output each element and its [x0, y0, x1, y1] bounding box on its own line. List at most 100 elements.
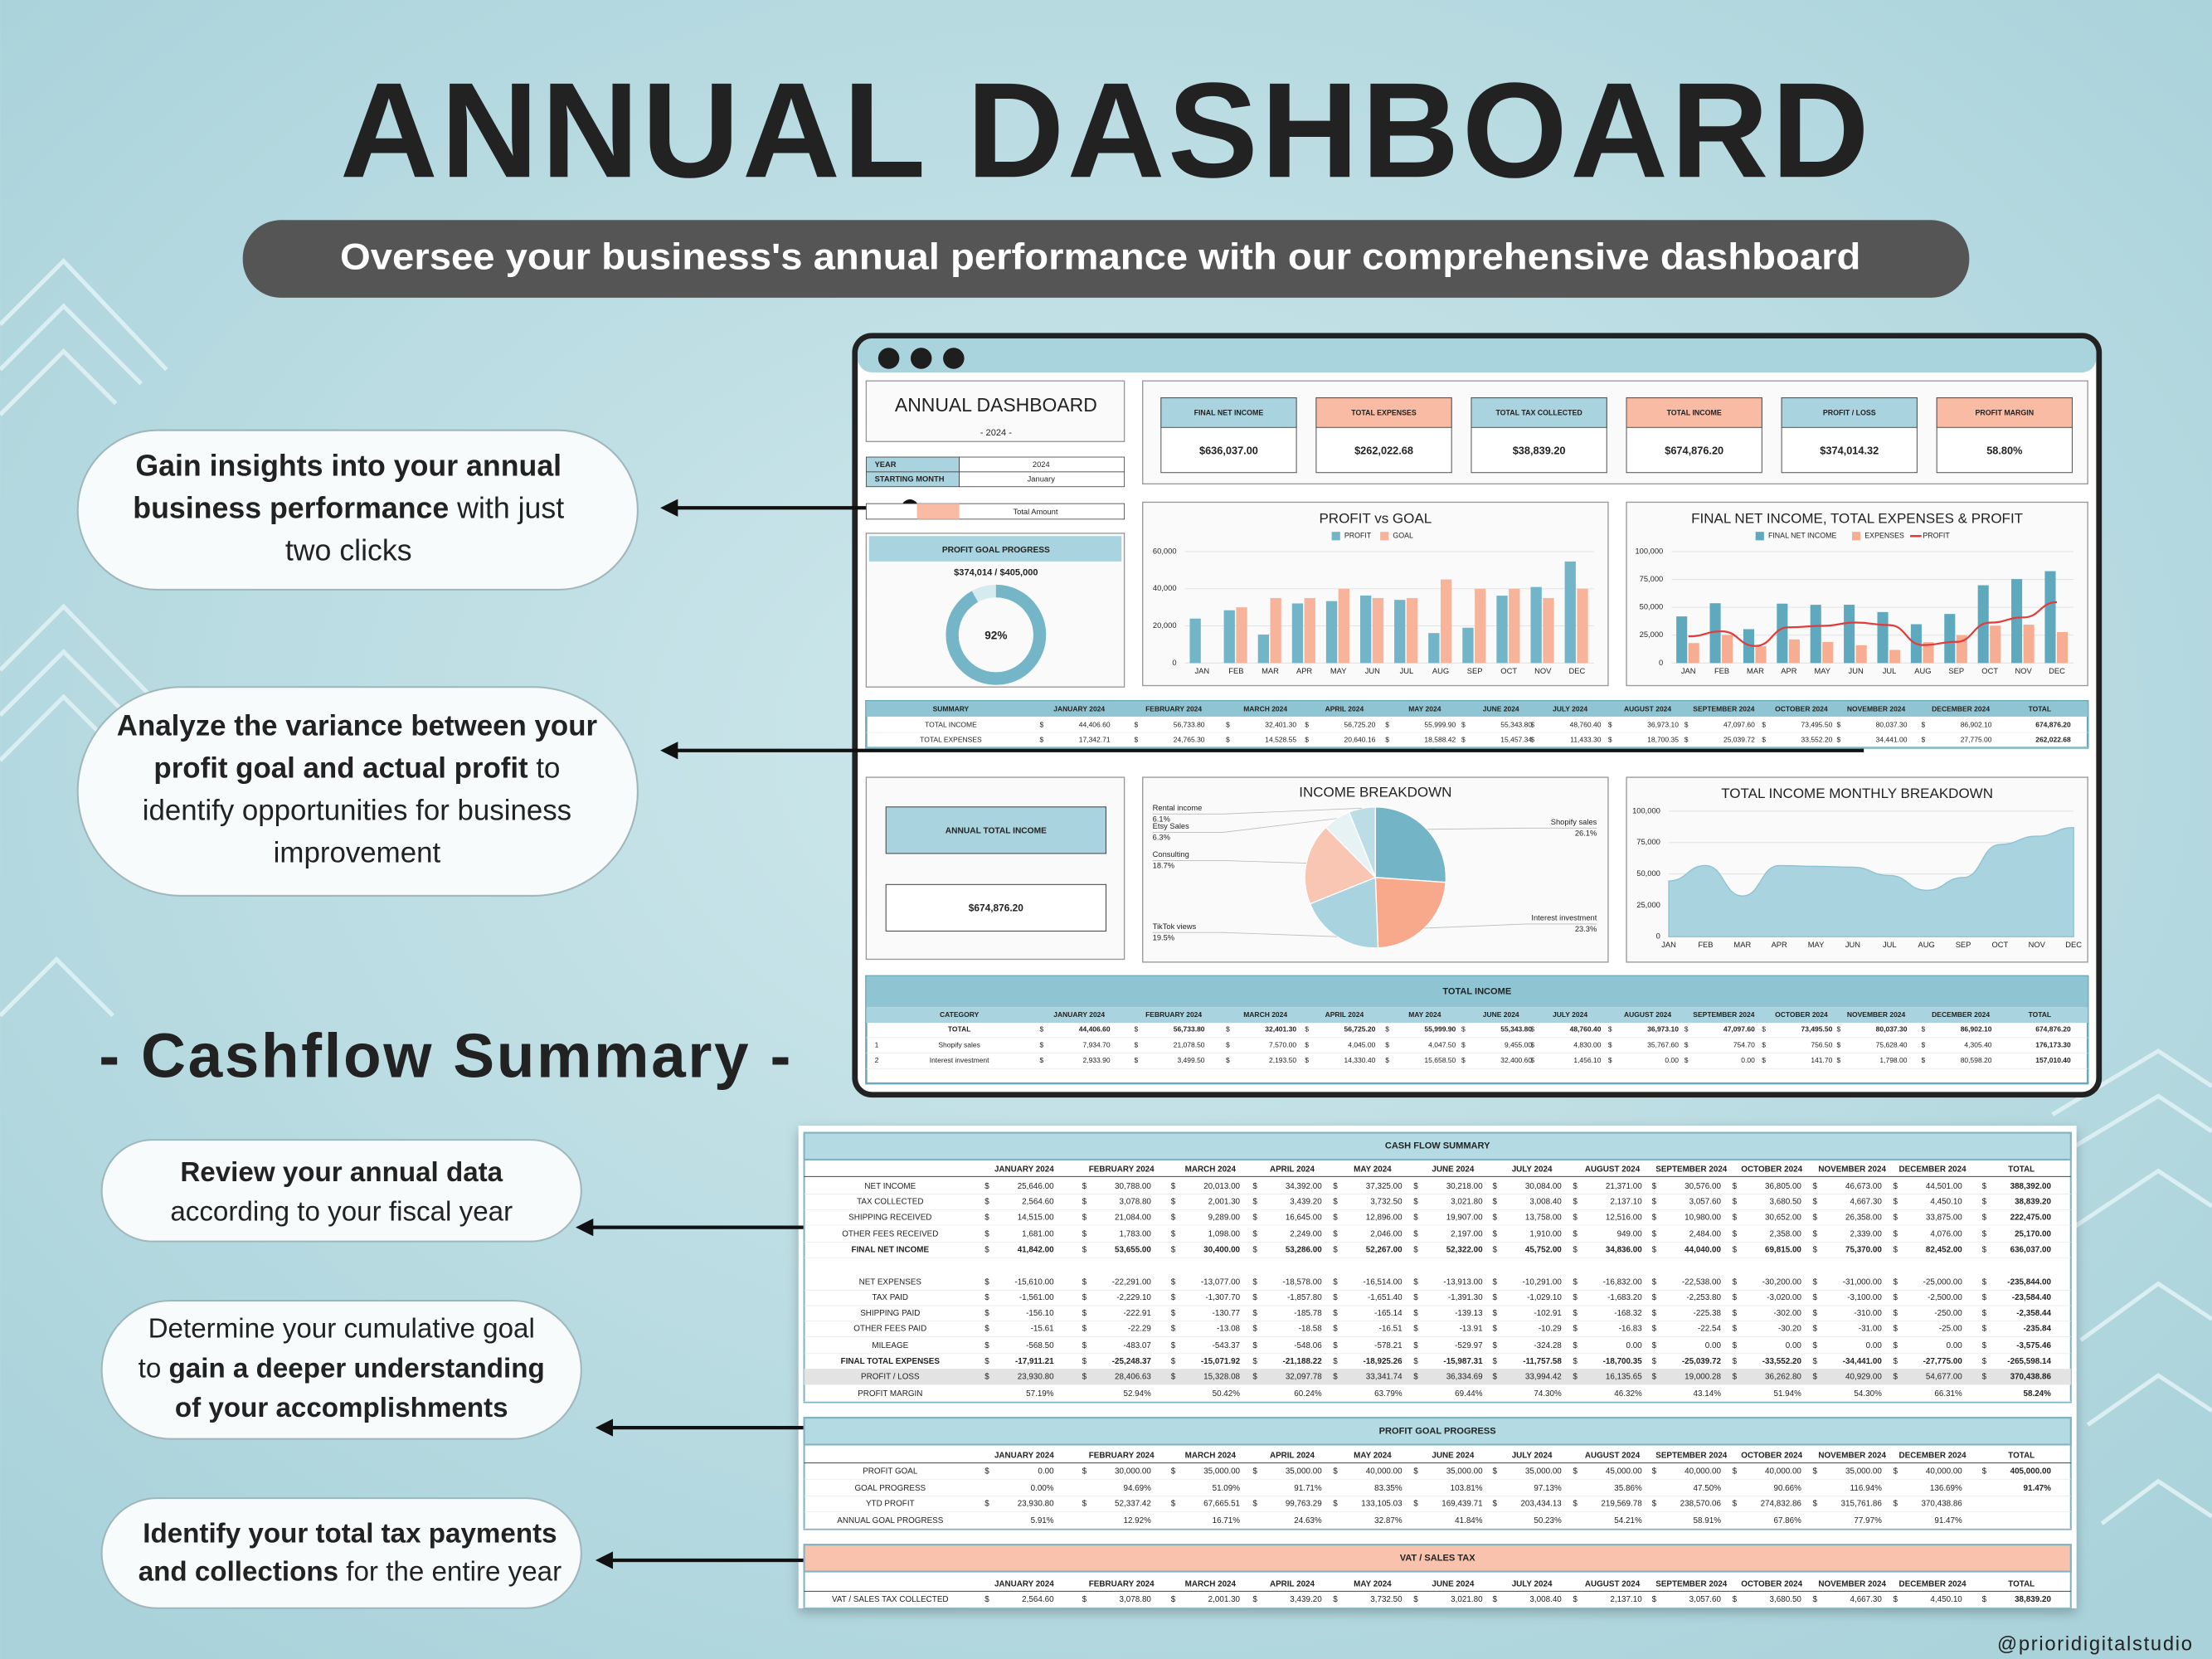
callout-segment: for the entire year [338, 1556, 562, 1587]
table-cell: 103.81% [1451, 1484, 1483, 1493]
currency-sign: $ [1082, 1357, 1087, 1366]
table-cell: 66.31% [1934, 1389, 1962, 1399]
table-cell: 32,400.60 [1500, 1056, 1532, 1064]
currency-sign: $ [1733, 1341, 1738, 1350]
table-cell: 116.94% [1850, 1484, 1882, 1493]
table-cell: 3,008.40 [1529, 1198, 1562, 1207]
currency-sign: $ [1385, 1056, 1389, 1064]
callout-box [100, 1497, 582, 1609]
table-cell: 57.19% [1026, 1389, 1054, 1399]
row-index: 1 [875, 1040, 879, 1048]
table-cell: 75,370.00 [1845, 1245, 1882, 1254]
table-header: DECEMBER 2024 [1932, 705, 1990, 713]
currency-sign: $ [1893, 1230, 1898, 1239]
window-dot [878, 348, 900, 369]
x-tick-label: JUL [1883, 667, 1897, 675]
bar [1270, 597, 1281, 664]
panel-header [868, 536, 1122, 562]
currency-sign: $ [1461, 720, 1466, 728]
table-cell: 7,934.70 [1083, 1040, 1111, 1048]
currency-sign: $ [1171, 1245, 1176, 1254]
total-value-box [885, 883, 1107, 932]
pie-value-label: 26.1% [1575, 830, 1597, 838]
currency-sign: $ [1921, 1056, 1925, 1064]
x-tick-label: AUG [1914, 667, 1931, 675]
table-cell: 15,457.34 [1500, 735, 1532, 743]
y-tick-label: 25,000 [1636, 901, 1660, 909]
currency-sign: $ [1413, 1293, 1418, 1302]
table-cell: 19,907.00 [1446, 1213, 1483, 1222]
row-label: PROFIT GOAL [863, 1467, 918, 1476]
currency-sign: $ [1413, 1500, 1418, 1509]
currency-sign: $ [1333, 1278, 1338, 1287]
table-cell: 219,569.78 [1601, 1500, 1642, 1509]
currency-sign: $ [1813, 1467, 1818, 1476]
table-header: APRIL 2024 [1270, 1165, 1315, 1174]
table-cell: 1,910.00 [1529, 1230, 1562, 1239]
table-cell: 40,000.00 [1366, 1467, 1403, 1476]
bar [1855, 645, 1867, 664]
x-tick-label: JAN [1194, 667, 1209, 675]
x-tick-label: MAR [1733, 941, 1751, 949]
table-cell: 32,097.78 [1286, 1372, 1322, 1381]
table-cell: 35,000.00 [1446, 1467, 1483, 1476]
table-cell: 55,343.80 [1500, 1025, 1532, 1034]
callout-segment: to [139, 1353, 169, 1384]
legend-swatch [1380, 532, 1389, 541]
table-header: SEPTEMBER 2024 [1693, 705, 1754, 713]
table-cell: 20,640.16 [1344, 735, 1376, 743]
table-cell: 44,040.00 [1685, 1245, 1721, 1254]
table-cell: 69.44% [1455, 1389, 1483, 1399]
currency-sign: $ [1413, 1245, 1418, 1254]
table-cell: 25,039.72 [1723, 735, 1755, 743]
table-cell: -13,913.00 [1443, 1278, 1483, 1287]
table-cell: 35,000.00 [1525, 1467, 1562, 1476]
table-cell: -15,610.00 [1014, 1278, 1054, 1287]
currency-sign: $ [1040, 1025, 1044, 1034]
goal-text: $374,014 / $405,000 [954, 567, 1038, 577]
kpi-value: $674,876.20 [1665, 445, 1723, 457]
currency-sign: $ [1461, 1025, 1466, 1034]
table-cell: -13.08 [1217, 1325, 1240, 1334]
table-cell: 9,455.00 [1505, 1040, 1532, 1048]
currency-sign: $ [1652, 1309, 1657, 1318]
table-cell: 27,775.00 [1961, 735, 1992, 743]
currency-sign: $ [1385, 720, 1389, 728]
table-cell: -548.06 [1294, 1341, 1322, 1350]
table-cell: 0.00 [1741, 1056, 1755, 1064]
pie-value-label: 6.1% [1153, 815, 1170, 824]
table-header: DECEMBER 2024 [1932, 1010, 1990, 1019]
x-tick-label: AUG [1432, 667, 1449, 675]
y-tick-label: 25,000 [1640, 630, 1664, 639]
x-tick-label: JUL [1400, 667, 1414, 675]
table-cell: 169,439.71 [1441, 1500, 1482, 1509]
currency-sign: $ [1252, 1325, 1257, 1334]
currency-sign: $ [1385, 735, 1389, 743]
currency-sign: $ [1171, 1467, 1176, 1476]
table-title: TOTAL INCOME [1442, 987, 1511, 997]
currency-sign: $ [1733, 1500, 1738, 1509]
table-cell: -11,757.58 [1523, 1357, 1562, 1366]
bar [2056, 632, 2069, 664]
currency-sign: $ [1413, 1357, 1418, 1366]
table-cell: -16.83 [1619, 1325, 1642, 1334]
pie-label: Rental income [1153, 804, 1203, 812]
table-cell: -34,441.00 [1843, 1357, 1883, 1366]
table-cell: 4,076.00 [1930, 1230, 1962, 1239]
table-cell: 75,628.40 [1876, 1040, 1908, 1048]
table-cell: 30,400.00 [1203, 1245, 1240, 1254]
table-cell: 2,001.30 [1208, 1595, 1241, 1604]
table-cell: 2,137.10 [1610, 1198, 1642, 1207]
bar [2011, 579, 2023, 664]
currency-sign: $ [1652, 1595, 1657, 1604]
currency-sign: $ [1982, 1213, 1987, 1222]
table-cell: 3,680.50 [1770, 1595, 1802, 1604]
table-header: SEPTEMBER 2024 [1655, 1165, 1728, 1174]
panel [865, 380, 1125, 442]
table-cell: 35.86% [1614, 1484, 1642, 1493]
row-label: TOTAL [948, 1025, 971, 1034]
table-cell: 3,439.20 [1290, 1595, 1322, 1604]
row-label: OTHER FEES RECEIVED [842, 1230, 938, 1239]
currency-sign: $ [1492, 1230, 1497, 1239]
bar [1372, 597, 1384, 664]
